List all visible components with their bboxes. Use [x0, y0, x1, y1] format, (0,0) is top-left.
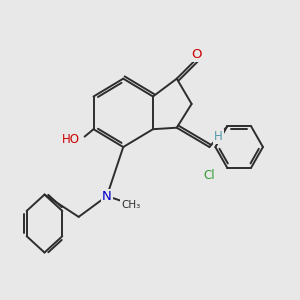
Text: Cl: Cl	[204, 169, 215, 182]
Text: CH₃: CH₃	[121, 200, 140, 210]
Text: H: H	[214, 130, 223, 143]
Text: HO: HO	[62, 133, 80, 146]
Text: N: N	[102, 190, 112, 202]
Text: O: O	[191, 48, 201, 62]
